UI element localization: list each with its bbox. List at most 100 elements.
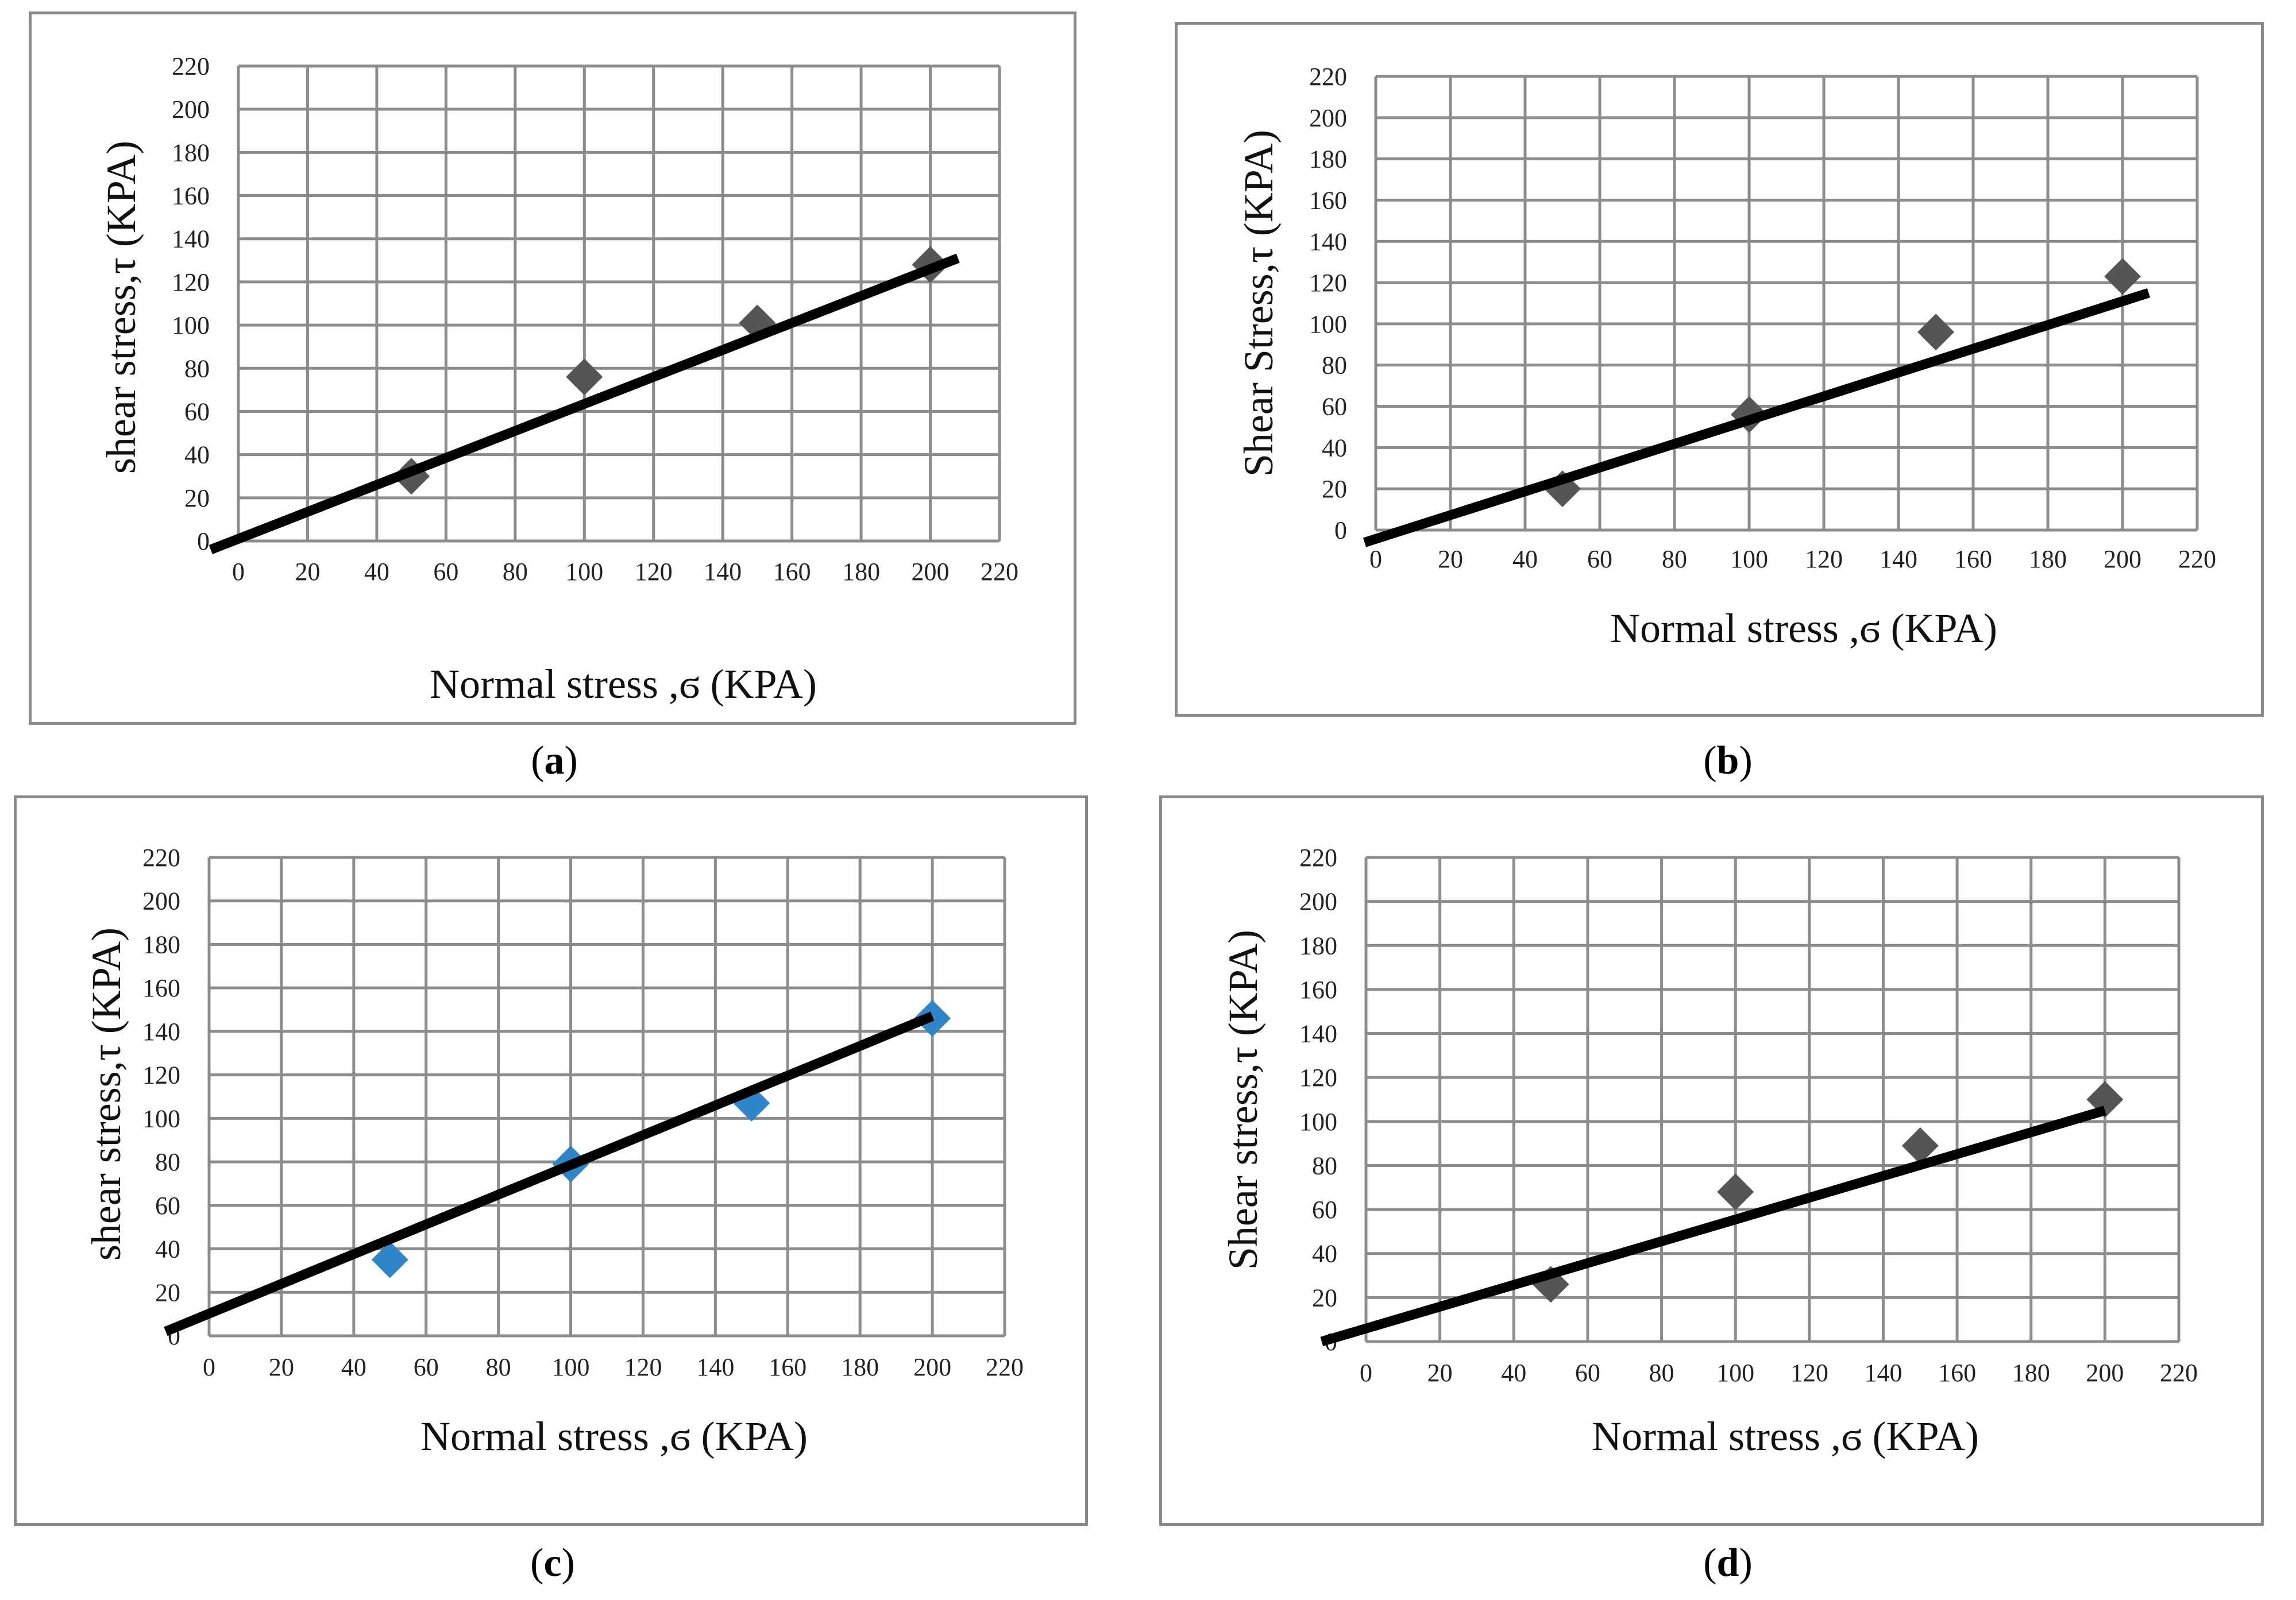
y-axis-title: shear stress,τ (KPA) [83, 927, 129, 1261]
x-tick-label: 140 [1864, 1359, 1902, 1387]
y-tick-label: 120 [1309, 269, 1347, 297]
y-tick-label: 200 [142, 887, 180, 915]
x-tick-label: 80 [1649, 1359, 1674, 1387]
caption-d-letter: d [1716, 1541, 1739, 1585]
caption-c: (c) [530, 1541, 575, 1585]
x-tick-label: 220 [2178, 545, 2216, 573]
x-tick-label: 40 [1501, 1359, 1526, 1387]
y-tick-label: 220 [172, 52, 210, 80]
caption-c-letter: c [543, 1541, 562, 1585]
trend-line [1320, 1106, 2106, 1347]
chart-a-svg: 0 20 40 60 80 100 120 140 160 180 200 220 0 20 40 60 80 1… [98, 52, 1018, 707]
y-tick-label: 160 [1309, 186, 1347, 214]
x-tick-label: 100 [552, 1353, 590, 1381]
caption-b-letter: b [1716, 739, 1739, 783]
y-tick-label: 40 [155, 1235, 180, 1263]
x-tick-label: 0 [203, 1353, 215, 1381]
data-point-marker [1717, 1173, 1754, 1211]
y-tick-label: 180 [172, 138, 210, 167]
y-tick-label: 20 [184, 484, 210, 512]
y-tick-label: 40 [1312, 1240, 1337, 1268]
x-axis-title: Normal stress ,ϭ (KPA) [1610, 605, 1997, 651]
x-tick-label: 220 [981, 558, 1018, 586]
x-tick-label: 220 [986, 1353, 1024, 1381]
y-tick-label: 60 [184, 397, 210, 426]
y-tick-label: 80 [184, 354, 210, 382]
x-tick-label: 160 [769, 1353, 807, 1381]
x-tick-label: 100 [1730, 545, 1768, 573]
chart-d-svg: 0204060801001201401601802002200204060801… [1220, 844, 2198, 1459]
x-tick-label: 80 [503, 558, 528, 586]
x-tick-label: 160 [1954, 545, 1992, 573]
x-tick-label: 200 [2104, 545, 2141, 573]
x-tick-label: 40 [341, 1353, 366, 1381]
y-tick-label: 60 [155, 1192, 180, 1220]
x-tick-label: 20 [1438, 545, 1463, 573]
y-tick-label: 120 [1299, 1064, 1337, 1092]
x-tick-label: 80 [486, 1353, 511, 1381]
x-tick-label: 180 [842, 558, 880, 586]
y-tick-label: 100 [172, 311, 210, 339]
x-tick-label: 0 [232, 558, 245, 586]
x-tick-label: 140 [1880, 545, 1917, 573]
x-axis-title: Normal stress ,ϭ (KPA) [430, 661, 817, 707]
x-axis-title: Normal stress ,ϭ (KPA) [420, 1413, 808, 1459]
x-tick-label: 120 [635, 558, 673, 586]
y-tick-label: 80 [155, 1148, 180, 1176]
y-tick-label: 80 [1322, 351, 1347, 380]
data-point-marker [2104, 258, 2141, 295]
x-tick-label: 60 [414, 1353, 439, 1381]
x-tick-label: 120 [1805, 545, 1843, 573]
x-tick-label: 180 [2012, 1359, 2050, 1387]
x-tick-label: 180 [841, 1353, 879, 1381]
x-tick-label: 60 [1587, 545, 1612, 573]
data-point-marker [1917, 314, 1954, 351]
y-tick-label: 60 [1312, 1196, 1337, 1224]
y-tick-label: 200 [1309, 104, 1347, 132]
x-tick-label: 40 [1512, 545, 1538, 573]
y-tick-label: 0 [197, 527, 210, 555]
data-point-marker [371, 1241, 408, 1278]
y-tick-label: 60 [1322, 393, 1347, 421]
x-tick-label: 160 [773, 558, 811, 586]
x-tick-label: 20 [269, 1353, 294, 1381]
trend-line [209, 253, 960, 554]
y-tick-label: 20 [1322, 475, 1347, 503]
caption-a: (a) [531, 739, 578, 783]
y-tick-label: 20 [1312, 1284, 1337, 1312]
y-tick-label: 200 [172, 95, 210, 123]
data-point-marker [566, 358, 603, 396]
x-tick-label: 120 [624, 1353, 662, 1381]
x-tick-label: 160 [1938, 1359, 1976, 1387]
x-tick-label: 60 [433, 558, 458, 586]
x-tick-label: 60 [1575, 1359, 1600, 1387]
x-tick-label: 0 [1369, 545, 1382, 573]
x-tick-label: 80 [1662, 545, 1687, 573]
caption-a-letter: a [544, 739, 565, 783]
chart-panel-c: 0 20 40 60 80 100 120 140 160 180 200 220 0 20 40 60 80 1… [14, 795, 1088, 1526]
y-tick-label: 120 [172, 268, 210, 296]
x-tick-label: 200 [912, 558, 950, 586]
y-axis-title: Shear stress,τ (KPA) [1220, 930, 1266, 1270]
y-tick-label: 160 [142, 974, 180, 1002]
chart-b-svg: 0 20 40 60 80 100 120 140 160 180 200 220 0 20 40 60 80 1… [1236, 63, 2216, 651]
y-tick-label: 180 [1299, 932, 1337, 960]
y-tick-label: 140 [1309, 227, 1347, 256]
y-tick-label: 200 [1299, 888, 1337, 916]
x-tick-label: 100 [1716, 1359, 1754, 1387]
y-tick-label: 180 [1309, 145, 1347, 173]
y-tick-label: 40 [1322, 434, 1347, 462]
x-tick-label: 200 [2086, 1359, 2124, 1387]
x-tick-label: 100 [565, 558, 603, 586]
chart-panel-d: 0204060801001201401601802002200204060801… [1159, 795, 2264, 1526]
x-tick-label: 200 [913, 1353, 951, 1381]
y-tick-label: 100 [1309, 310, 1347, 338]
x-tick-label: 20 [295, 558, 320, 586]
y-tick-label: 160 [1299, 976, 1337, 1004]
y-tick-label: 20 [155, 1278, 180, 1307]
x-axis-title: Normal stress ,ϭ (KPA) [1592, 1413, 1979, 1459]
y-tick-label: 160 [172, 182, 210, 210]
x-tick-label: 0 [1360, 1359, 1372, 1387]
chart-panel-b: 0 20 40 60 80 100 120 140 160 180 200 220 0 20 40 60 80 1… [1175, 22, 2264, 717]
chart-c-svg: 0 20 40 60 80 100 120 140 160 180 200 2200204060801… [83, 844, 1024, 1459]
